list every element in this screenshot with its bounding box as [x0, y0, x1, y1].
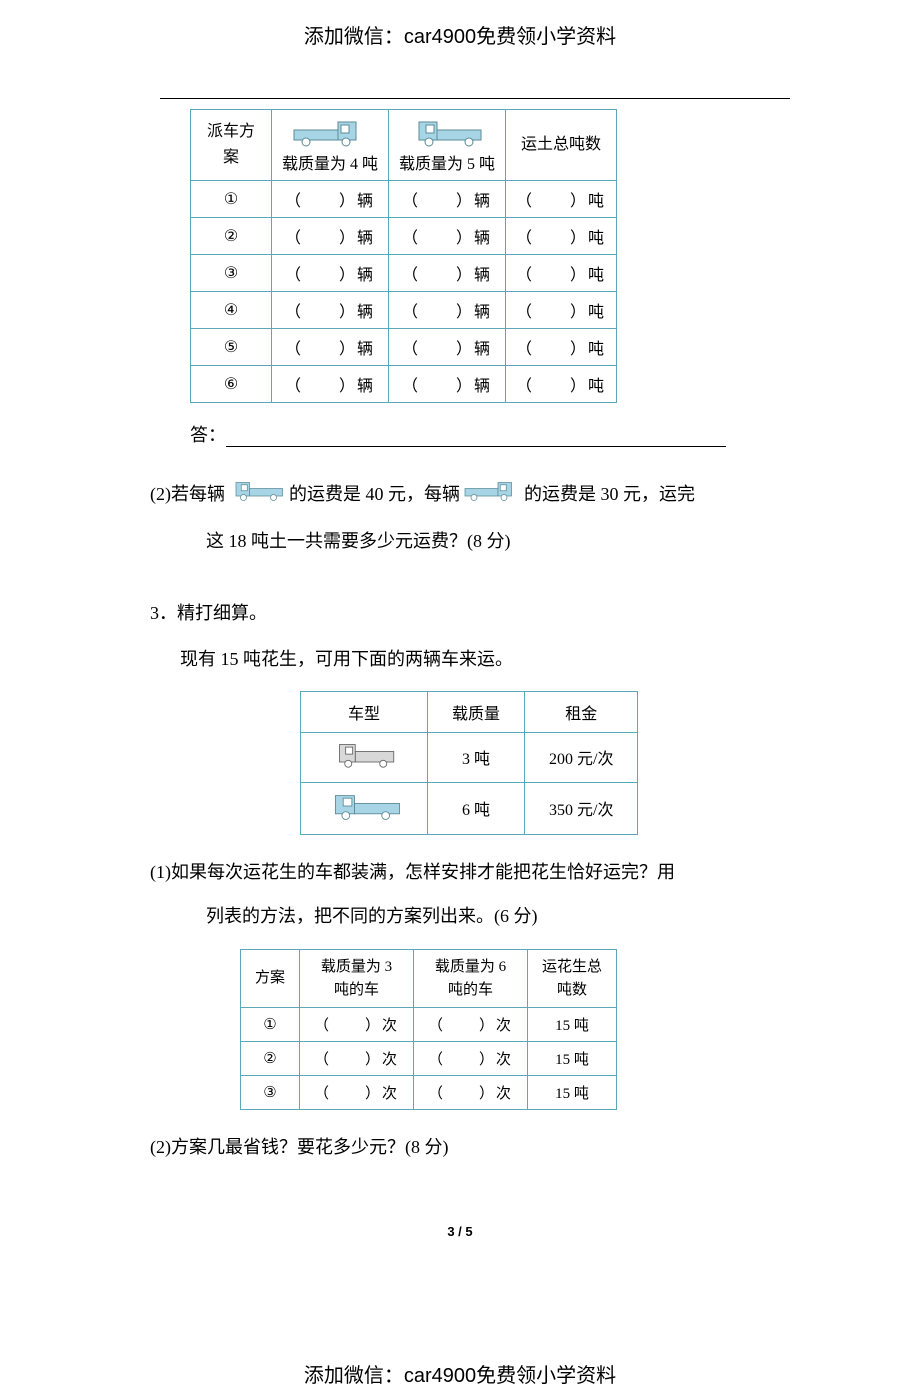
truck-6ton-icon — [325, 791, 403, 821]
blank-ton: （ ）吨 — [506, 292, 617, 329]
blank-truck-5: （ ）辆 — [389, 218, 506, 255]
blank-truck-4: （ ）辆 — [272, 292, 389, 329]
row-label: ⑤ — [191, 329, 272, 366]
blank-6ton: （ ）次 — [414, 1076, 528, 1110]
blank-ton: （ ）吨 — [506, 181, 617, 218]
truck5-caption: 载质量为 5 吨 — [399, 156, 495, 173]
row-label: ② — [191, 218, 272, 255]
blank-3ton: （ ）次 — [300, 1008, 414, 1042]
q3-intro: 现有 15 吨花生，可用下面的两辆车来运。 — [180, 645, 790, 671]
col-plan-header: 派车方案 — [191, 110, 272, 181]
truck-4ton-inline-icon — [462, 477, 522, 514]
blank-ton: （ ）吨 — [506, 255, 617, 292]
truck-3ton-cell — [301, 732, 428, 782]
page-header: 添加微信：car4900免费领小学资料 — [130, 20, 790, 89]
blank-truck-5: （ ）辆 — [389, 181, 506, 218]
table-row: ⑥（ ）辆（ ）辆（ ）吨 — [191, 366, 617, 403]
blank-3ton: （ ）次 — [300, 1076, 414, 1110]
q2-mid2: 的运费是 30 元，运完 — [524, 484, 695, 504]
answer-label: 答： — [190, 425, 226, 445]
page-footer: 添加微信：car4900免费领小学资料 — [0, 1279, 920, 1388]
answer-blank-line — [226, 428, 726, 447]
col-total-header: 运土总吨数 — [506, 110, 617, 181]
row-label: ③ — [241, 1076, 300, 1110]
blank-truck-4: （ ）辆 — [272, 366, 389, 403]
truck-5ton-icon — [407, 116, 487, 148]
truck-6ton-cell — [301, 782, 428, 834]
row-label: ③ — [191, 255, 272, 292]
truck-rent-table: 车型 载质量 租金 3 吨 200 元/次 6 吨 350 元/次 — [300, 691, 638, 835]
t2-r2-cap: 6 吨 — [428, 782, 525, 834]
q3-title: 3．精打细算。 — [150, 599, 790, 625]
blank-ton: （ ）吨 — [506, 329, 617, 366]
t3-h2: 载质量为 3吨的车 — [300, 950, 414, 1008]
truck4-caption: 载质量为 4 吨 — [282, 156, 378, 173]
q2-line2: 这 18 吨土一共需要多少元运费？(8 分) — [178, 524, 790, 558]
blank-ton: （ ）吨 — [506, 218, 617, 255]
answer-row: 答： — [190, 421, 790, 447]
col-truck4-header: 载质量为 4 吨 — [272, 110, 389, 181]
col-truck5-header: 载质量为 5 吨 — [389, 110, 506, 181]
total-ton: 15 吨 — [528, 1008, 617, 1042]
table-row: ③（ ）次（ ）次15 吨 — [241, 1076, 617, 1110]
table-row: ①（ ）次（ ）次15 吨 — [241, 1008, 617, 1042]
table-row: ①（ ）辆（ ）辆（ ）吨 — [191, 181, 617, 218]
row-label: ① — [191, 181, 272, 218]
blank-truck-5: （ ）辆 — [389, 292, 506, 329]
row-label: ② — [241, 1042, 300, 1076]
blank-truck-4: （ ）辆 — [272, 181, 389, 218]
t3-h4: 运花生总吨数 — [528, 950, 617, 1008]
blank-truck-5: （ ）辆 — [389, 366, 506, 403]
q3-sub1-l1: (1)如果每次运花生的车都装满，怎样安排才能把花生恰好运完？用 — [150, 855, 790, 889]
dispatch-plan-table: 派车方案 载质量为 4 吨 载质量为 5 吨 运土总吨数 ①（ ）辆（ ）辆（ … — [190, 109, 617, 403]
divider-line — [160, 97, 790, 99]
q2-mid1: 的运费是 40 元，每辆 — [289, 484, 460, 504]
truck-4ton-icon — [290, 116, 370, 148]
page-number: 3 / 5 — [130, 1224, 790, 1239]
blank-truck-5: （ ）辆 — [389, 329, 506, 366]
q3-sub2: (2)方案几最省钱？要花多少元？(8 分) — [150, 1130, 790, 1164]
blank-6ton: （ ）次 — [414, 1042, 528, 1076]
t2-r1-rent: 200 元/次 — [525, 732, 638, 782]
t2-h1: 车型 — [301, 691, 428, 732]
row-label: ① — [241, 1008, 300, 1042]
t2-r1-cap: 3 吨 — [428, 732, 525, 782]
peanut-plan-table: 方案 载质量为 3吨的车 载质量为 6吨的车 运花生总吨数 ①（ ）次（ ）次1… — [240, 949, 617, 1110]
question-2: (2)若每辆 的运费是 40 元，每辆 的运费是 30 元，运完 — [150, 477, 790, 514]
table-row: 3 吨 200 元/次 — [301, 732, 638, 782]
table-row: 6 吨 350 元/次 — [301, 782, 638, 834]
table-row: ②（ ）辆（ ）辆（ ）吨 — [191, 218, 617, 255]
total-ton: 15 吨 — [528, 1076, 617, 1110]
blank-truck-5: （ ）辆 — [389, 255, 506, 292]
table-row: ④（ ）辆（ ）辆（ ）吨 — [191, 292, 617, 329]
truck-3ton-icon — [329, 741, 399, 769]
row-label: ⑥ — [191, 366, 272, 403]
blank-truck-4: （ ）辆 — [272, 329, 389, 366]
blank-3ton: （ ）次 — [300, 1042, 414, 1076]
total-ton: 15 吨 — [528, 1042, 617, 1076]
row-label: ④ — [191, 292, 272, 329]
blank-ton: （ ）吨 — [506, 366, 617, 403]
blank-truck-4: （ ）辆 — [272, 218, 389, 255]
q2-prefix: (2)若每辆 — [150, 484, 225, 504]
blank-truck-4: （ ）辆 — [272, 255, 389, 292]
table-row: ②（ ）次（ ）次15 吨 — [241, 1042, 617, 1076]
truck-5ton-inline-icon — [227, 477, 287, 514]
blank-6ton: （ ）次 — [414, 1008, 528, 1042]
q3-sub1-l2: 列表的方法，把不同的方案列出来。(6 分) — [178, 899, 790, 933]
t2-h3: 租金 — [525, 691, 638, 732]
t2-r2-rent: 350 元/次 — [525, 782, 638, 834]
table-row: ③（ ）辆（ ）辆（ ）吨 — [191, 255, 617, 292]
t3-h3: 载质量为 6吨的车 — [414, 950, 528, 1008]
table-row: ⑤（ ）辆（ ）辆（ ）吨 — [191, 329, 617, 366]
t2-h2: 载质量 — [428, 691, 525, 732]
t3-h1: 方案 — [241, 950, 300, 1008]
